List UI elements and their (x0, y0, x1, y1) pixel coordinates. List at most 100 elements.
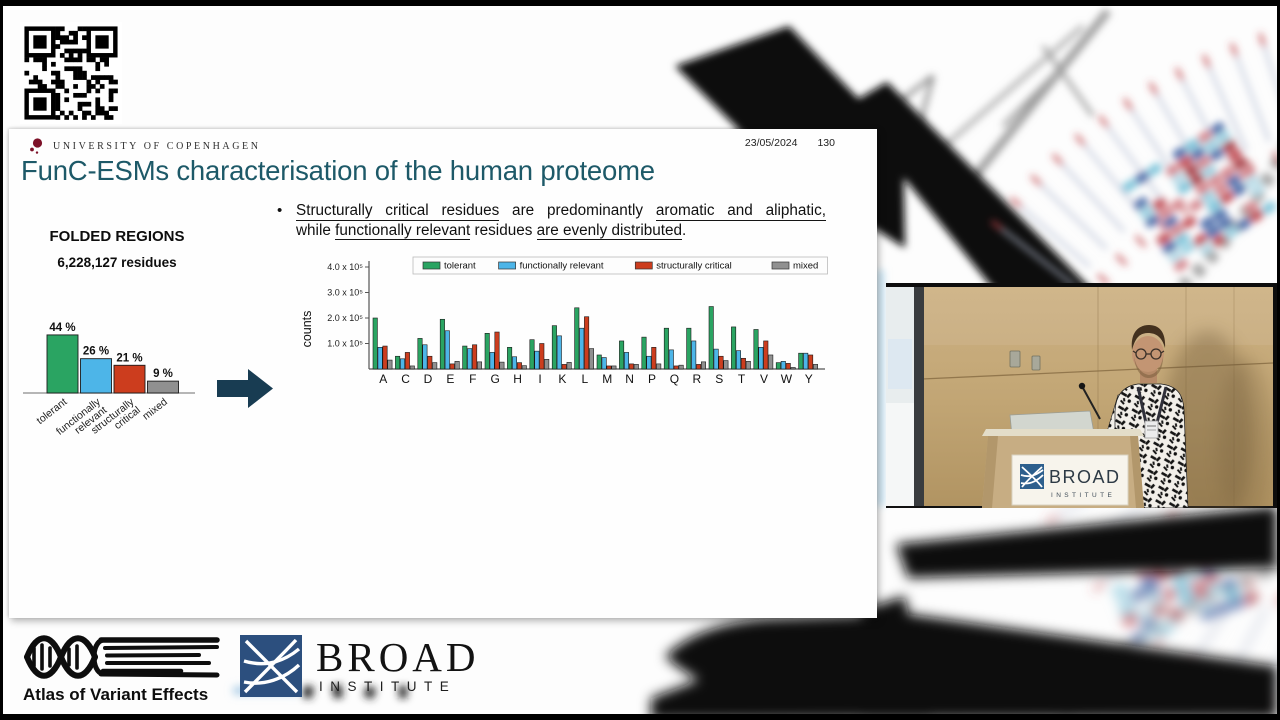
bar (758, 347, 764, 370)
plain-text: while (296, 221, 336, 239)
bar (663, 327, 669, 370)
bar (763, 340, 769, 370)
bar (633, 364, 639, 370)
atlas-of-variant-effects-logo: Atlas of Variant Effects (23, 635, 220, 704)
bar (790, 367, 796, 370)
legend-swatch (634, 261, 653, 270)
percent-label: 9 % (153, 368, 173, 380)
broad-subtitle: INSTITUTE (319, 679, 457, 695)
plain-text: residues (470, 221, 537, 239)
bar (507, 347, 513, 370)
bar (775, 362, 781, 370)
bar (718, 355, 724, 370)
underlined-phrase: Structurally critical residues (296, 202, 500, 221)
bar (422, 344, 428, 370)
bar (477, 361, 483, 370)
bar (696, 364, 702, 370)
category-label: mixed (140, 396, 170, 423)
bar (651, 347, 657, 370)
bar (731, 326, 737, 370)
x-tick-label: H (513, 372, 522, 386)
bar (444, 330, 450, 370)
folded-regions-subtitle: 6,228,127 residues (57, 255, 177, 270)
bar (499, 361, 505, 370)
bullet-item: • Structurally critical residues are pre… (277, 201, 837, 241)
amino-acid-counts-chart: counts 1.0 x 10⁵ 2.0 x 10⁵ 3.0 x 10⁵ 4.0 x 1… (300, 256, 828, 386)
date-page-bar: 23/05/2024 130 (745, 137, 835, 149)
bar (588, 348, 594, 370)
slide-date: 23/05/2024 (744, 137, 798, 149)
bar (494, 331, 500, 370)
bar (574, 307, 580, 370)
bar (579, 327, 585, 370)
bar (512, 356, 518, 370)
bullet-text: Structurally critical residues are predo… (296, 201, 826, 241)
folded-regions-title: FOLDED REGIONS (49, 228, 185, 245)
bar (656, 363, 662, 370)
bar (556, 335, 562, 370)
x-tick-label: G (491, 372, 500, 386)
legend-swatch (771, 261, 790, 270)
bar (516, 362, 522, 370)
x-tick-label: Y (805, 372, 813, 386)
bar (539, 343, 545, 370)
x-tick-label: V (760, 372, 768, 386)
x-tick-label: W (781, 372, 793, 386)
legend-label: functionally relevant (520, 261, 604, 272)
x-tick-label: I (538, 372, 541, 386)
bar (812, 364, 818, 370)
bullet-marker: • (277, 202, 283, 219)
x-tick-label: M (602, 372, 612, 386)
bar (780, 361, 786, 370)
underlined-phrase: are evenly distributed (536, 221, 683, 241)
legend-label: tolerant (444, 261, 476, 272)
x-tick-label: L (581, 372, 588, 386)
bar (484, 333, 490, 370)
legend-swatch (498, 261, 516, 270)
bar (740, 357, 746, 370)
podium-sign-name: BROAD (1049, 467, 1121, 487)
ave-logo-label: Atlas of Variant Effects (23, 685, 208, 704)
x-tick-label: F (469, 372, 476, 386)
y-axis-label: counts (300, 311, 314, 348)
stage-background: UNIVERSITY OF COPENHAGEN 23/05/2024 130 … (3, 6, 1277, 714)
bar (551, 325, 557, 370)
dna-helix-book-icon (24, 635, 220, 679)
x-tick-label: N (625, 372, 634, 386)
bar (439, 318, 445, 370)
y-tick-label: 2.0 x 10⁵ (327, 313, 363, 323)
bar (735, 350, 741, 370)
bar (678, 364, 684, 370)
qr-code (20, 22, 122, 124)
y-tick-label: 1.0 x 10⁵ (327, 339, 363, 349)
broad-logomark-icon (240, 635, 302, 697)
underlined-phrase: functionally relevant (335, 221, 471, 241)
bar (472, 344, 478, 370)
wall-outlet (1009, 350, 1021, 368)
y-tick-label: 3.0 x 10⁵ (327, 288, 363, 298)
slide-title: FunC-ESMs characterisation of the human … (21, 155, 655, 186)
x-tick-label: S (715, 372, 723, 386)
plain-text: . (682, 221, 687, 239)
circular-genome-plot-bottom (1046, 474, 1277, 714)
bar (432, 362, 438, 370)
percent-bar-functionally-relevant (80, 358, 112, 394)
block-arrow-right-icon (217, 369, 273, 408)
university-seal-icon (30, 138, 43, 154)
bar (611, 365, 617, 370)
x-tick-label: T (738, 372, 746, 386)
bar (641, 336, 647, 370)
x-tick-label: K (558, 372, 566, 386)
broad-logo-text: BROAD INSTITUTE (316, 636, 480, 695)
chart-legend: tolerant functionally relevant structurall… (412, 256, 828, 275)
university-header: UNIVERSITY OF COPENHAGEN (29, 137, 261, 156)
bar (427, 355, 433, 370)
bar (606, 365, 612, 370)
percent-bar-tolerant (46, 334, 79, 394)
bar (808, 354, 814, 370)
bar (691, 340, 697, 370)
bar (584, 316, 590, 370)
percent-label: 21 % (116, 352, 142, 364)
legend-swatch (422, 261, 441, 270)
